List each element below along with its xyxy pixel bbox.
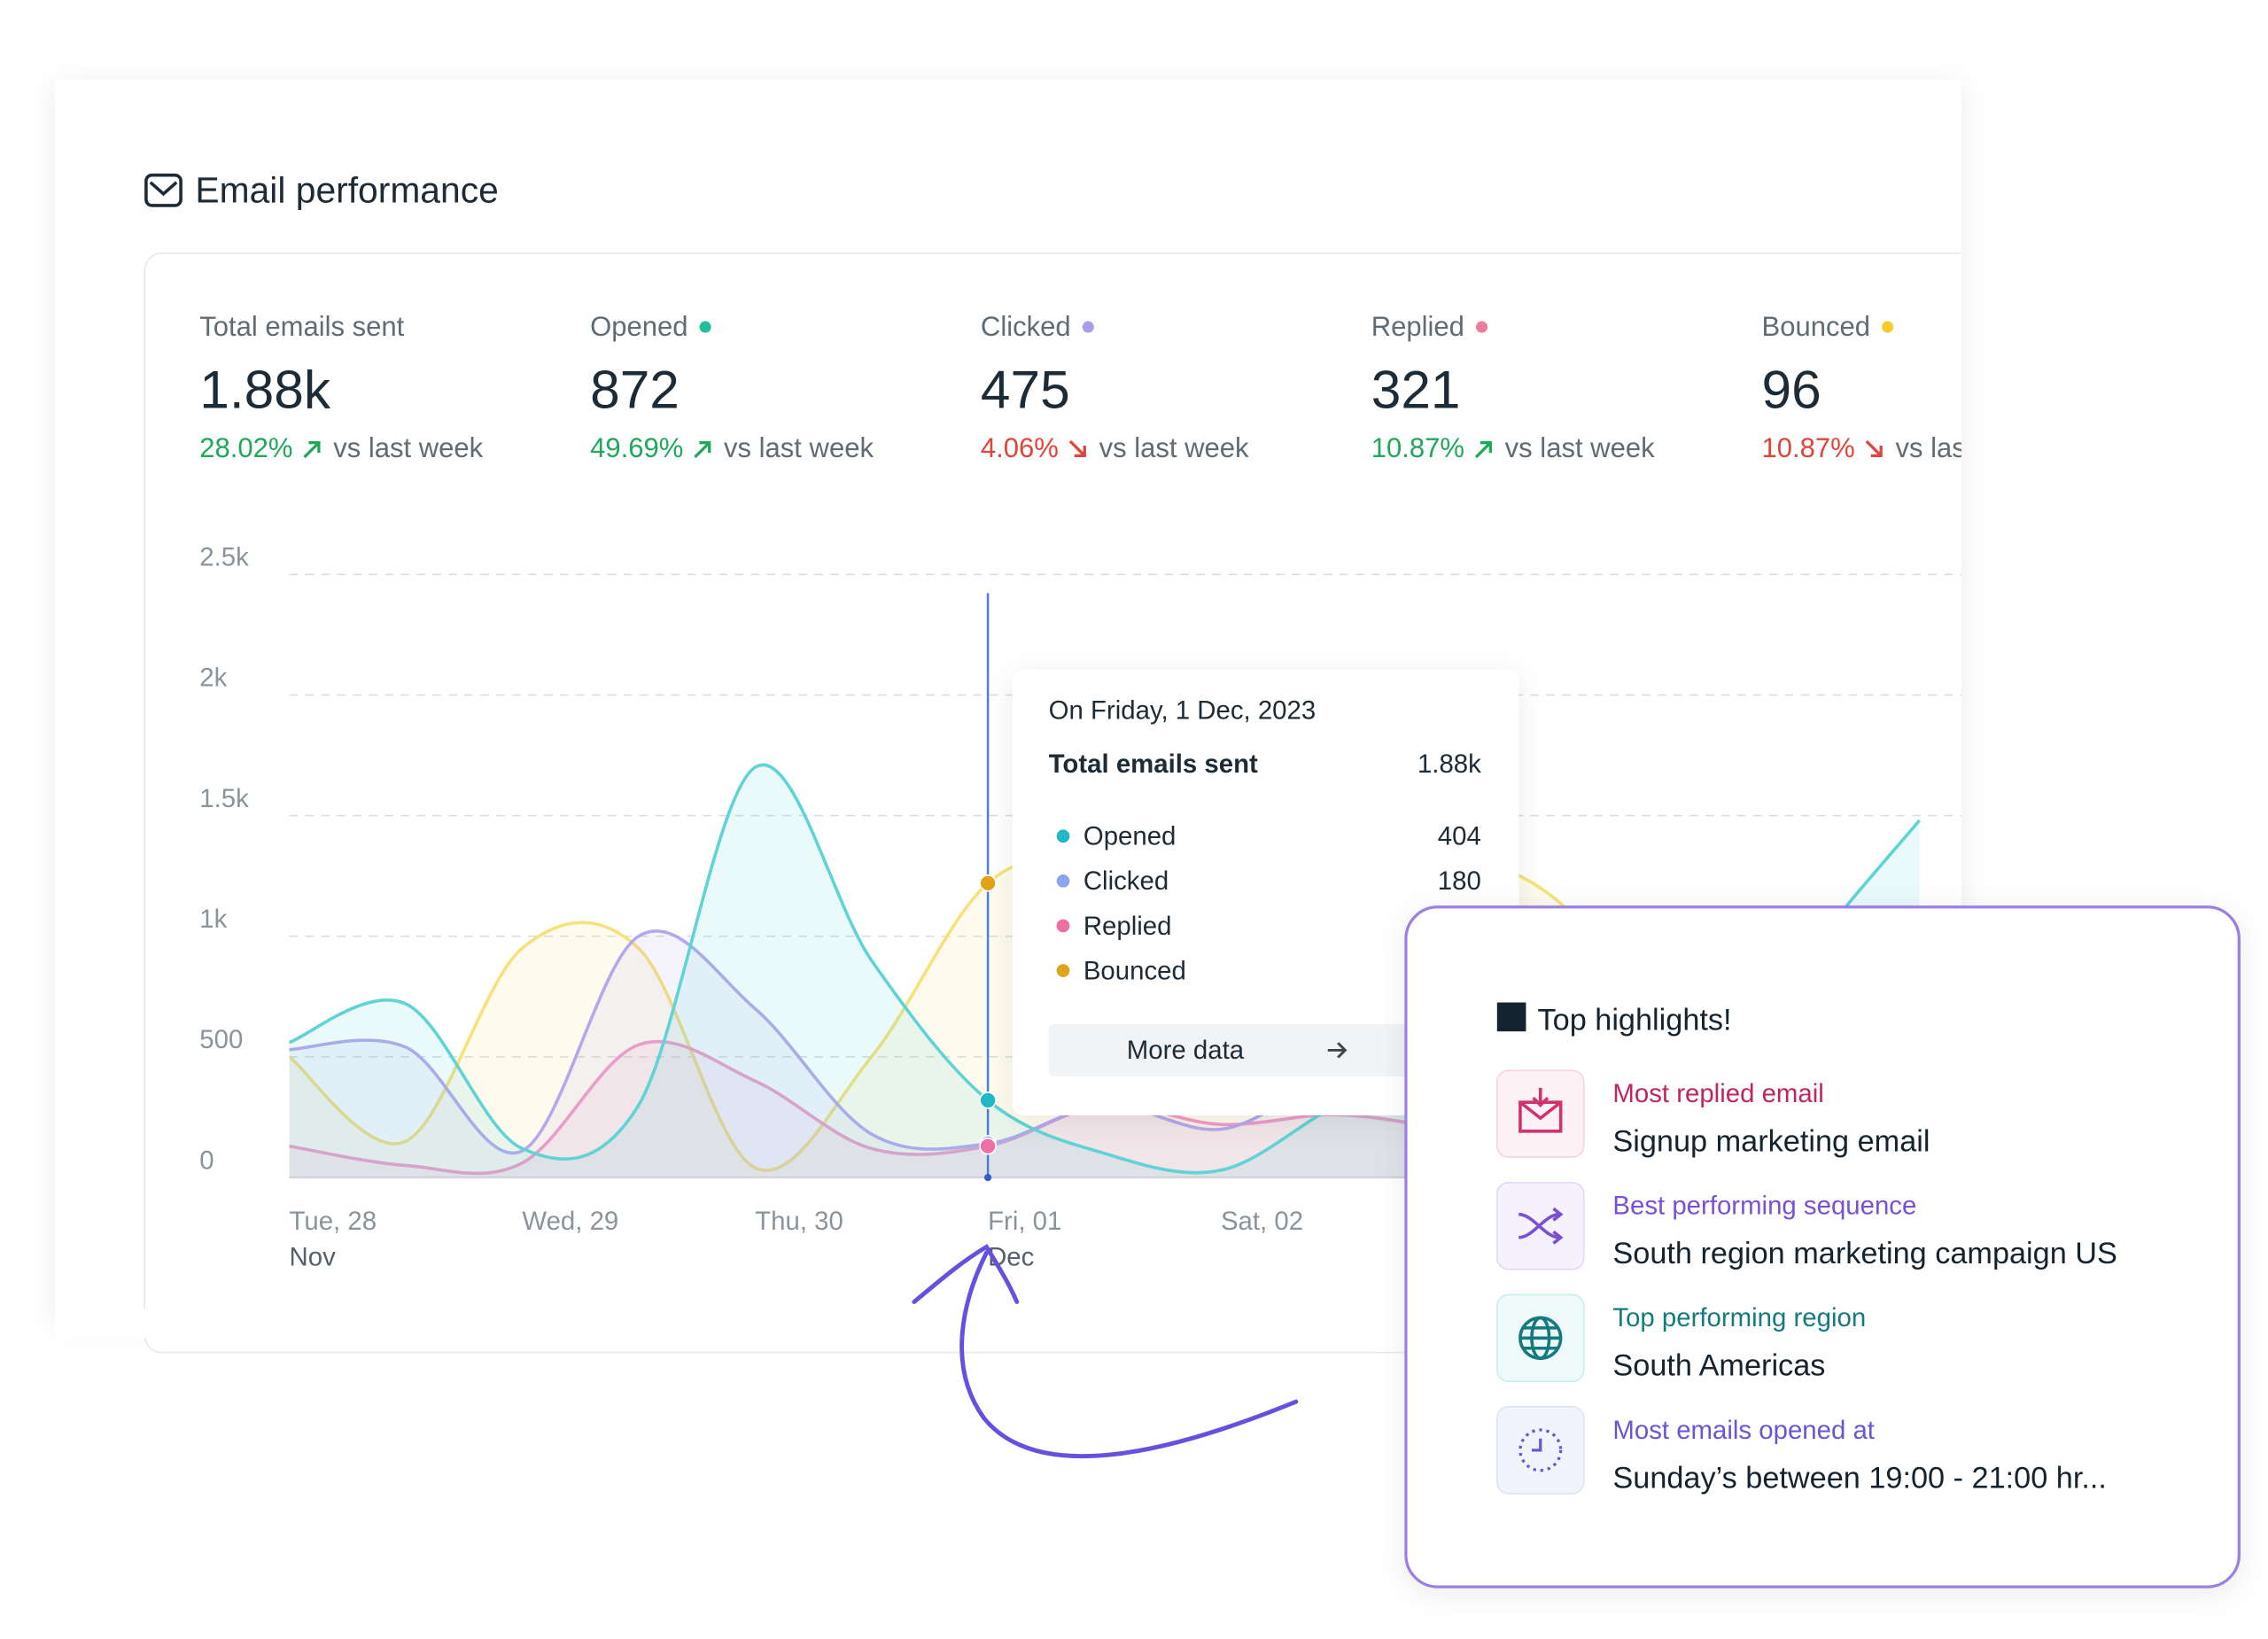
highlights-card: Top highlights! Most replied email Signup… bbox=[1404, 905, 2241, 1589]
stat-value: 96 bbox=[1762, 360, 1821, 420]
stat-label: Bounced bbox=[1762, 311, 1870, 342]
y-tick-label: 500 bbox=[199, 1025, 243, 1054]
hover-foot bbox=[984, 1174, 992, 1182]
stat-label: Opened bbox=[590, 311, 687, 342]
stat-change: 28.02% bbox=[199, 432, 292, 463]
legend-dot bbox=[1056, 874, 1070, 888]
highlight-value: Sunday’s between 19:00 - 21:00 hr... bbox=[1612, 1461, 2107, 1495]
stat-change: 10.87% bbox=[1371, 432, 1464, 463]
x-tick-label: Thu, 30 bbox=[755, 1207, 843, 1236]
y-tick-label: 2k bbox=[199, 664, 227, 693]
stat-compare: vs last week bbox=[1099, 432, 1249, 463]
trend-arrow bbox=[1474, 441, 1492, 459]
stat-dot bbox=[1882, 321, 1894, 333]
tooltip-date: On Friday, 1 Dec, 2023 bbox=[1049, 696, 1317, 726]
stat-label: Replied bbox=[1371, 311, 1464, 342]
x-tick-sublabel: Nov bbox=[290, 1243, 337, 1272]
tooltip: On Friday, 1 Dec, 2023 Total emails sent… bbox=[1012, 670, 1519, 1115]
highlight-icon-box bbox=[1495, 1069, 1585, 1159]
stat-change: 49.69% bbox=[590, 432, 683, 463]
stat-compare: vs last week bbox=[333, 432, 483, 463]
more-data-label[interactable]: More data bbox=[1127, 1036, 1245, 1065]
stat-compare: vs last week bbox=[724, 432, 874, 463]
legend-dot bbox=[1056, 919, 1070, 933]
axes: 0 500 1k 1.5k 2k 2.5k Tue, 28 Nov Wed, 29 Thu, 30… bbox=[199, 542, 1961, 1272]
highlight-value: South Americas bbox=[1612, 1349, 1825, 1383]
x-tick-label: Sat, 02 bbox=[1221, 1207, 1303, 1236]
y-tick-label: 1.5k bbox=[199, 784, 249, 813]
hover-point bbox=[979, 1091, 997, 1109]
legend-value: 404 bbox=[1438, 822, 1481, 851]
highlight-label: Most replied email bbox=[1612, 1079, 1823, 1108]
stat-compare: vs last week bbox=[1505, 432, 1655, 463]
y-tick-label: 1k bbox=[199, 905, 227, 934]
legend-dot bbox=[1056, 964, 1070, 977]
legend-name: Replied bbox=[1084, 912, 1172, 941]
stat-value: 475 bbox=[981, 360, 1070, 420]
x-tick-sublabel: Dec bbox=[988, 1243, 1034, 1272]
highlight-label: Best performing sequence bbox=[1612, 1192, 1916, 1221]
trend-arrow bbox=[303, 441, 321, 459]
y-tick-label: 0 bbox=[199, 1146, 214, 1175]
stat-change: 10.87% bbox=[1762, 432, 1855, 463]
x-tick-label: Wed, 29 bbox=[522, 1207, 618, 1236]
stat-value: 321 bbox=[1371, 360, 1461, 420]
stat-label: Total emails sent bbox=[199, 311, 404, 342]
stat-value: 872 bbox=[590, 360, 680, 420]
mail-icon bbox=[144, 173, 183, 207]
area bbox=[289, 765, 1920, 1178]
more-data-button[interactable] bbox=[1048, 1024, 1440, 1076]
highlight-icon bbox=[1518, 1087, 1563, 1133]
stat-dot bbox=[1082, 321, 1094, 333]
highlights-box bbox=[1404, 905, 2241, 1589]
title: Email performance bbox=[195, 170, 498, 211]
stat-dot bbox=[1476, 321, 1488, 333]
highlights-title: Top highlights! bbox=[1538, 1004, 1732, 1037]
square-icon bbox=[1496, 1002, 1526, 1032]
highlight-icon bbox=[1518, 1207, 1564, 1245]
highlight-value: Signup marketing email bbox=[1612, 1125, 1930, 1159]
trend-arrow bbox=[694, 441, 711, 459]
stats: Total emails sent 1.88k 28.02% vs last week… bbox=[199, 311, 2045, 463]
stat-label: Clicked bbox=[981, 311, 1071, 342]
hover-point bbox=[979, 874, 997, 892]
legend-value: 180 bbox=[1438, 866, 1481, 896]
tooltip-total-value: 1.88k bbox=[1418, 750, 1481, 779]
arrow-icon bbox=[1327, 1042, 1348, 1059]
highlight-label: Most emails opened at bbox=[1612, 1416, 1875, 1445]
x-tick-label: Tue, 28 bbox=[290, 1207, 377, 1236]
stat-change: 4.06% bbox=[981, 432, 1059, 463]
tooltip-box bbox=[1012, 670, 1519, 1115]
hand-arrow bbox=[912, 1244, 1299, 1459]
tooltip-total-label: Total emails sent bbox=[1049, 750, 1258, 779]
hover bbox=[979, 593, 997, 1182]
y-tick-label: 2.5k bbox=[199, 542, 249, 571]
highlight-label: Top performing region bbox=[1612, 1303, 1866, 1332]
legend-name: Clicked bbox=[1084, 866, 1169, 896]
legend-dot bbox=[1056, 829, 1070, 843]
stat-value: 1.88k bbox=[199, 360, 331, 420]
highlight-icon bbox=[1518, 1428, 1563, 1472]
hover-point bbox=[979, 1137, 997, 1155]
trend-arrow bbox=[1068, 439, 1086, 458]
highlight-icon bbox=[1518, 1316, 1563, 1360]
area bbox=[289, 930, 1920, 1178]
stat-compare: vs last week bbox=[1895, 432, 2045, 463]
stat-dot bbox=[699, 321, 711, 333]
x-tick-label: Fri, 01 bbox=[988, 1207, 1061, 1236]
highlight-value: South region marketing campaign US bbox=[1612, 1237, 2117, 1270]
legend-name: Opened bbox=[1084, 822, 1177, 851]
legend-name: Bounced bbox=[1084, 956, 1186, 985]
trend-arrow bbox=[1865, 439, 1883, 458]
